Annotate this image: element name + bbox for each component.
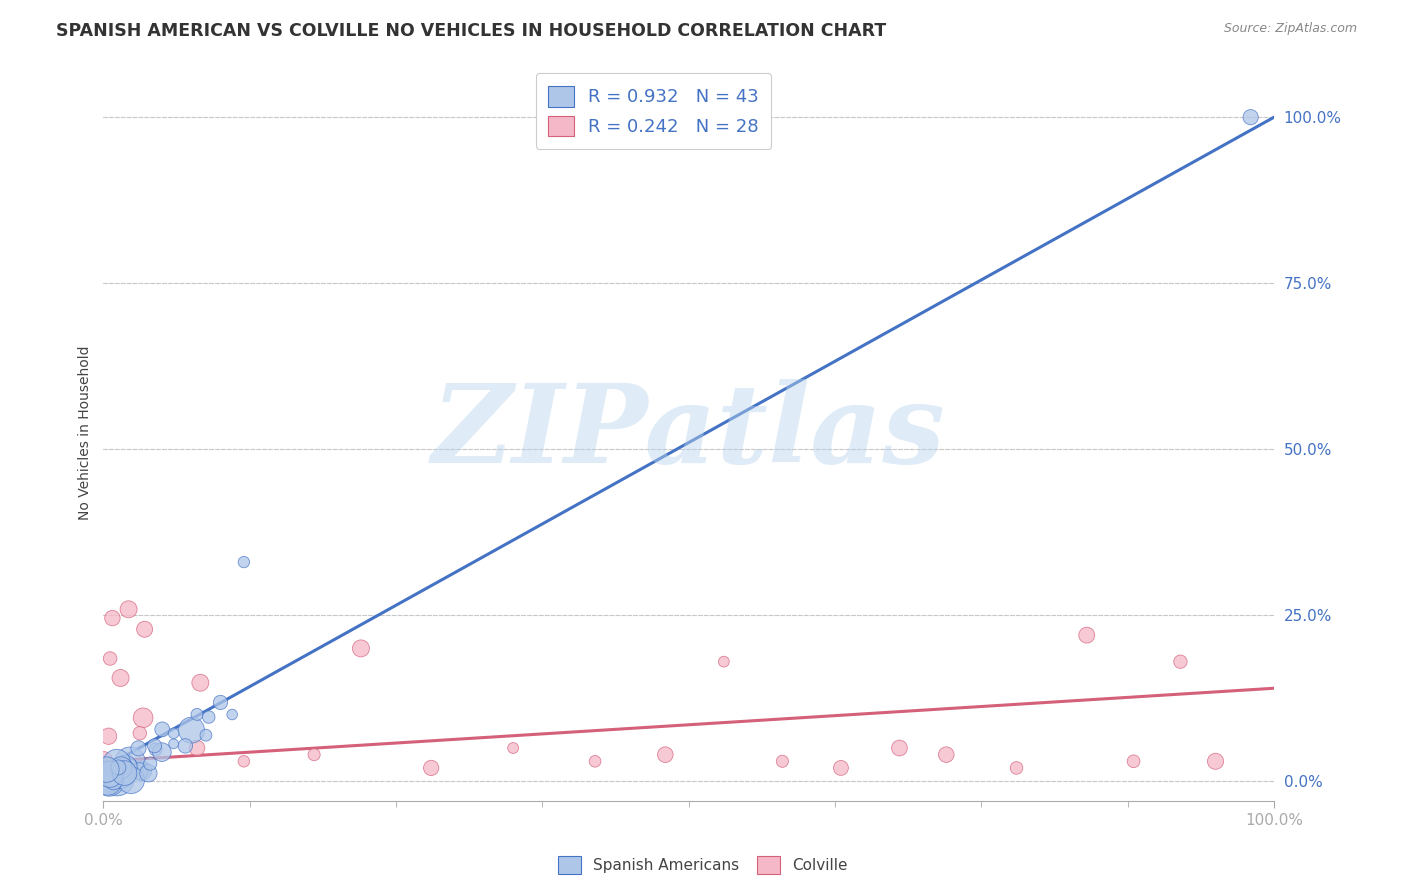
Point [150, 745, 173, 759]
Point [97, 774, 120, 789]
Point [110, 761, 132, 775]
Point [98, 774, 121, 789]
Point [96, 763, 118, 777]
Point [145, 742, 167, 756]
Point [97, 774, 120, 789]
Point [98, 651, 121, 665]
Point [103, 761, 125, 775]
Point [350, 641, 373, 656]
Point [128, 726, 150, 740]
Point [232, 555, 254, 569]
Point [830, 761, 852, 775]
Point [101, 611, 124, 625]
Point [174, 739, 197, 753]
Point [143, 739, 166, 753]
Point [134, 622, 156, 636]
Point [103, 772, 125, 786]
Text: ZIPatlas: ZIPatlas [432, 379, 946, 486]
Point [654, 747, 676, 762]
Point [1005, 761, 1028, 775]
Point [93, 753, 115, 767]
Point [1122, 754, 1144, 768]
Point [162, 726, 184, 740]
Point [97, 774, 120, 789]
Point [188, 675, 211, 690]
Point [180, 723, 202, 738]
Point [197, 710, 219, 724]
Text: Source: ZipAtlas.com: Source: ZipAtlas.com [1223, 22, 1357, 36]
Point [232, 754, 254, 768]
Point [108, 766, 131, 780]
Point [120, 756, 142, 770]
Point [186, 741, 208, 756]
Point [1205, 754, 1227, 768]
Y-axis label: No Vehicles in Household: No Vehicles in Household [79, 345, 93, 520]
Point [105, 772, 128, 786]
Point [132, 711, 155, 725]
Point [97, 729, 120, 743]
Point [98, 774, 121, 789]
Legend: Spanish Americans, Colville: Spanish Americans, Colville [551, 850, 855, 880]
Point [138, 766, 160, 780]
Point [889, 741, 911, 756]
Point [1076, 628, 1098, 642]
Point [128, 741, 150, 756]
Point [770, 754, 793, 768]
Point [935, 747, 957, 762]
Point [221, 707, 243, 722]
Point [98, 769, 121, 783]
Point [502, 741, 524, 756]
Point [114, 766, 136, 780]
Point [105, 756, 128, 771]
Point [420, 761, 443, 775]
Point [150, 723, 173, 737]
Text: SPANISH AMERICAN VS COLVILLE NO VEHICLES IN HOUSEHOLD CORRELATION CHART: SPANISH AMERICAN VS COLVILLE NO VEHICLES… [56, 22, 887, 40]
Point [131, 764, 153, 778]
Point [186, 707, 208, 722]
Point [117, 602, 139, 616]
Point [110, 671, 132, 685]
Point [114, 760, 136, 774]
Point [1240, 110, 1263, 124]
Point [120, 773, 142, 788]
Point [93, 765, 115, 780]
Point [128, 764, 150, 779]
Point [583, 754, 606, 768]
Point [1170, 655, 1192, 669]
Point [194, 728, 217, 742]
Point [162, 737, 184, 751]
Point [94, 774, 117, 789]
Point [209, 695, 232, 709]
Legend: R = 0.932   N = 43, R = 0.242   N = 28: R = 0.932 N = 43, R = 0.242 N = 28 [536, 73, 772, 149]
Point [120, 759, 142, 773]
Point [98, 767, 121, 781]
Point [139, 756, 162, 771]
Point [103, 773, 125, 788]
Point [713, 655, 735, 669]
Point [107, 760, 129, 774]
Point [302, 747, 325, 762]
